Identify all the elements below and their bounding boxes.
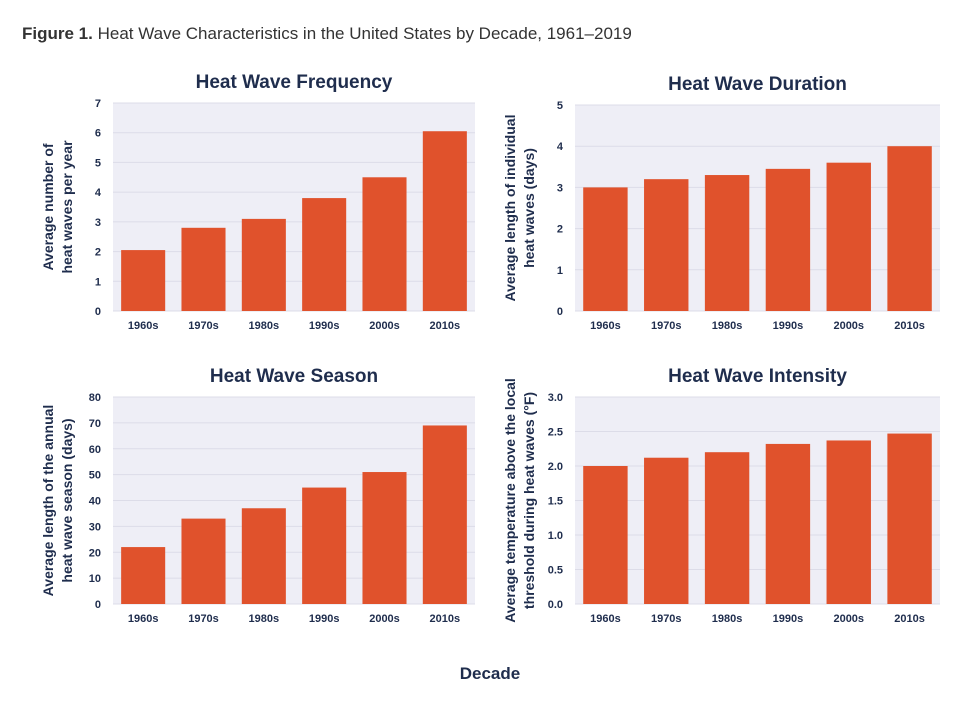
y-tick-label: 70 — [89, 418, 101, 430]
x-tick-label: 2010s — [894, 613, 925, 625]
y-tick-label: 60 — [89, 444, 101, 456]
x-tick-label: 1980s — [249, 613, 280, 625]
y-tick-label: 2.0 — [548, 461, 563, 473]
chart-title: Heat Wave Season — [210, 366, 378, 387]
x-tick-label: 1970s — [188, 613, 219, 625]
y-tick-label: 30 — [89, 521, 101, 533]
y-tick-label: 2 — [557, 224, 563, 236]
y-tick-label: 40 — [89, 496, 101, 508]
x-tick-label: 1990s — [309, 320, 340, 332]
y-axis-label: heat waves per year — [59, 140, 75, 274]
x-tick-label: 1980s — [712, 613, 743, 625]
chart-title: Heat Wave Frequency — [196, 72, 393, 93]
x-tick-label: 1960s — [590, 613, 621, 625]
bar-2000s — [362, 177, 407, 311]
x-tick-label: 1960s — [128, 613, 159, 625]
y-tick-label: 2 — [95, 247, 101, 259]
y-tick-label: 10 — [89, 573, 101, 585]
y-tick-label: 1 — [95, 276, 101, 288]
x-tick-label: 2010s — [430, 613, 461, 625]
y-tick-label: 4 — [95, 187, 102, 199]
x-tick-label: 1980s — [249, 320, 280, 332]
y-axis-label: heat waves (days) — [521, 148, 537, 268]
bar-2000s — [826, 440, 871, 604]
x-tick-label: 1990s — [773, 320, 804, 332]
bar-1980s — [241, 508, 286, 604]
chart-title: Heat Wave Duration — [668, 74, 847, 95]
figure-title-text: Heat Wave Characteristics in the United … — [97, 24, 632, 43]
bar-1960s — [583, 187, 628, 311]
y-tick-label: 0 — [557, 306, 563, 318]
x-tick-label: 2000s — [369, 320, 400, 332]
bar-1960s — [121, 250, 166, 311]
x-tick-label: 1970s — [651, 613, 682, 625]
bar-1960s — [583, 466, 628, 604]
bar-1980s — [704, 175, 750, 311]
y-axis-label: Average number of — [40, 143, 56, 270]
x-tick-label: 1990s — [309, 613, 340, 625]
y-tick-label: 20 — [89, 547, 101, 559]
bar-1990s — [765, 168, 811, 311]
x-tick-label: 1970s — [651, 320, 682, 332]
plot-area — [113, 103, 475, 311]
y-tick-label: 1.5 — [548, 496, 563, 508]
y-tick-label: 3 — [95, 217, 101, 229]
bar-1990s — [302, 487, 347, 604]
x-tick-label: 1960s — [590, 320, 621, 332]
x-tick-label: 1970s — [188, 320, 219, 332]
bar-1990s — [765, 443, 811, 604]
y-tick-label: 0.0 — [548, 599, 563, 611]
x-tick-label: 1980s — [712, 320, 743, 332]
bar-1970s — [644, 457, 689, 604]
bar-2000s — [362, 472, 407, 604]
y-tick-label: 0 — [95, 306, 101, 318]
y-tick-label: 3 — [557, 182, 563, 194]
y-axis-label: Average temperature above the local — [502, 378, 518, 623]
y-tick-label: 5 — [557, 100, 563, 112]
y-tick-label: 6 — [95, 128, 101, 140]
x-axis-label: Decade — [460, 664, 520, 683]
x-tick-label: 2000s — [833, 613, 864, 625]
bar-2010s — [887, 433, 932, 604]
y-axis-label: Average length of the annual — [40, 405, 56, 597]
x-tick-label: 2000s — [833, 320, 864, 332]
x-tick-label: 2000s — [369, 613, 400, 625]
y-tick-label: 0.5 — [548, 565, 563, 577]
x-tick-label: 2010s — [430, 320, 461, 332]
bar-1990s — [302, 198, 347, 311]
bar-2010s — [887, 146, 932, 311]
x-tick-label: 2010s — [894, 320, 925, 332]
plot-area — [575, 105, 940, 311]
bar-1970s — [181, 227, 226, 311]
y-tick-label: 7 — [95, 98, 101, 110]
bar-1960s — [121, 547, 166, 604]
bar-2010s — [422, 425, 467, 604]
y-tick-label: 0 — [95, 599, 101, 611]
bar-1980s — [704, 452, 750, 604]
y-tick-label: 4 — [557, 141, 564, 153]
y-tick-label: 50 — [89, 470, 101, 482]
y-tick-label: 1 — [557, 265, 563, 277]
figure-title: Figure 1. Heat Wave Characteristics in t… — [22, 24, 632, 44]
y-axis-label: heat wave season (days) — [59, 418, 75, 582]
y-tick-label: 3.0 — [548, 392, 563, 404]
y-tick-label: 2.5 — [548, 427, 563, 439]
chart-title: Heat Wave Intensity — [668, 366, 847, 387]
bar-2000s — [826, 162, 871, 311]
x-tick-label: 1990s — [773, 613, 804, 625]
y-axis-label: Average length of individual — [502, 115, 518, 302]
y-tick-label: 1.0 — [548, 530, 563, 542]
bar-1970s — [644, 179, 689, 311]
y-axis-label: threshold during heat waves (°F) — [521, 392, 537, 609]
y-tick-label: 80 — [89, 392, 101, 404]
figure-label: Figure 1. — [22, 24, 93, 43]
bar-1980s — [241, 218, 286, 311]
bar-2010s — [422, 131, 467, 311]
y-tick-label: 5 — [95, 157, 101, 169]
bar-1970s — [181, 518, 226, 604]
x-tick-label: 1960s — [128, 320, 159, 332]
